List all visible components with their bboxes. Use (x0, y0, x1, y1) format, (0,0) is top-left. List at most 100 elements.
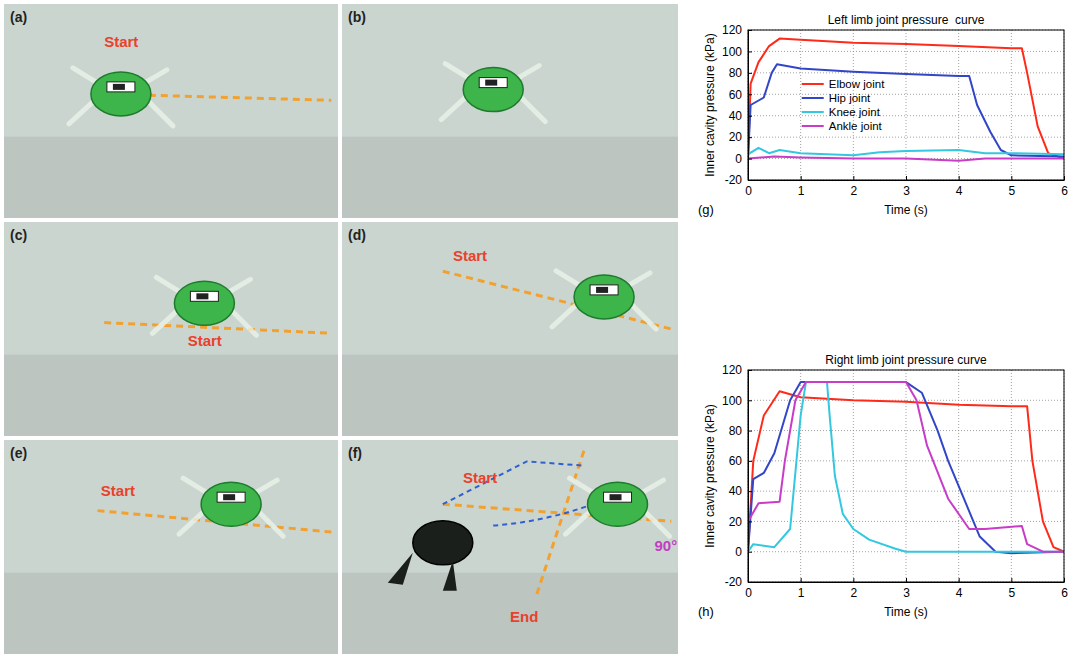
chart-title: Right limb joint pressure curve (825, 353, 987, 367)
photo-floor (4, 573, 338, 654)
photo-annotation: End (510, 608, 538, 625)
grid-line-x (1011, 30, 1012, 180)
tick-mark (906, 176, 907, 180)
robot-leg (445, 64, 471, 80)
grid-line-y (748, 430, 1064, 431)
tick-mark (959, 578, 960, 582)
grid (748, 370, 1064, 582)
robot-leg (149, 102, 173, 126)
grid-line-y (748, 521, 1064, 522)
tick: 3 (903, 578, 910, 600)
tick: 120 (722, 23, 752, 37)
robot-leg (69, 102, 93, 124)
chart-title: Left limb joint pressure curve (828, 13, 985, 27)
tick: 5 (1008, 176, 1015, 198)
panel-label: (g) (698, 202, 714, 217)
tick-mark (748, 491, 752, 492)
photo-panel: Start (d) (342, 222, 678, 436)
tick-label: 4 (956, 184, 963, 198)
y-axis: -20020406080100120 (722, 23, 752, 187)
robot (552, 271, 656, 329)
tick-label: 100 (722, 45, 742, 59)
robot-shadow-legs (388, 553, 457, 591)
tick-label: 0 (745, 586, 752, 600)
tick-label: 60 (729, 88, 743, 102)
panel-label: (f) (348, 445, 362, 461)
tick: 1 (798, 176, 805, 198)
x-axis-title: Time (s) (884, 605, 928, 619)
lines (748, 39, 1064, 161)
photo-floor (342, 137, 678, 218)
tick-label: 60 (729, 454, 743, 468)
tick-label: 100 (722, 394, 742, 408)
photo-annotation: Start (453, 247, 487, 264)
figure: Start(a)(b)Start(c)Start(d)Start(e)Start… (0, 0, 1078, 666)
grid-line-y (748, 115, 1064, 116)
robot-leg (566, 512, 590, 534)
photo-floor (342, 355, 678, 436)
tick: 3 (903, 176, 910, 198)
robot-board (604, 492, 632, 502)
grid-line-y (748, 51, 1064, 52)
tick-label: 120 (722, 23, 742, 37)
tick: 2 (850, 578, 857, 600)
tick: 100 (722, 45, 752, 59)
tick-label: 6 (1061, 184, 1068, 198)
robot (441, 64, 545, 122)
grid-line-y (748, 460, 1064, 461)
photo-annotation: Start (188, 332, 222, 349)
photo-panel: StartEnd90°(f) (342, 440, 678, 654)
tick-label: 1 (798, 586, 805, 600)
robot-leg (259, 512, 283, 536)
tick-mark (959, 176, 960, 180)
tick-label: 6 (1061, 586, 1068, 600)
robot (152, 277, 256, 335)
tick-mark (748, 552, 752, 553)
tick-label: 5 (1008, 184, 1015, 198)
panel-label: (c) (10, 227, 27, 243)
series-line (748, 382, 1064, 553)
plot-background (748, 30, 1064, 180)
legend-swatch (802, 111, 824, 113)
tick-label: 5 (1008, 586, 1015, 600)
legend-swatch (802, 97, 824, 99)
panel-label: (d) (348, 227, 366, 243)
tick: 4 (956, 176, 963, 198)
photo-background (4, 440, 338, 654)
robot-board (107, 82, 135, 92)
tick: 5 (1008, 578, 1015, 600)
robot-leg (232, 311, 256, 335)
legend-swatch (802, 125, 824, 127)
legend: Elbow jointHip jointKnee jointAnkle join… (802, 78, 885, 132)
x-axis-title: Time (s) (884, 203, 928, 217)
robot-board (479, 78, 507, 88)
tick-mark (801, 578, 802, 582)
tick-mark (1011, 578, 1012, 582)
robot (179, 478, 283, 536)
tick-mark (748, 159, 752, 160)
tick-mark (801, 176, 802, 180)
grid-line-x (800, 370, 801, 582)
photo-annotation: 90° (654, 537, 677, 554)
panel-label: (a) (10, 9, 27, 25)
tick-mark (748, 94, 752, 95)
plot-frame (748, 30, 1064, 180)
tick-mark (853, 176, 854, 180)
tick-label: 3 (903, 184, 910, 198)
tick-label: 3 (903, 586, 910, 600)
robot (388, 521, 473, 591)
robot-leg (73, 68, 99, 84)
tick-label: -20 (725, 575, 743, 589)
tick-label: 2 (850, 586, 857, 600)
grid-line-x (853, 30, 854, 180)
robot-body (463, 68, 523, 112)
tick-label: -20 (725, 173, 743, 187)
tick-label: 40 (729, 109, 743, 123)
tick-mark (748, 521, 752, 522)
tick-mark (853, 578, 854, 582)
legend-swatch (802, 83, 824, 85)
tick-label: 40 (729, 484, 743, 498)
tick-label: 80 (729, 424, 743, 438)
robot-leg (632, 305, 656, 329)
robot-board (217, 492, 245, 502)
